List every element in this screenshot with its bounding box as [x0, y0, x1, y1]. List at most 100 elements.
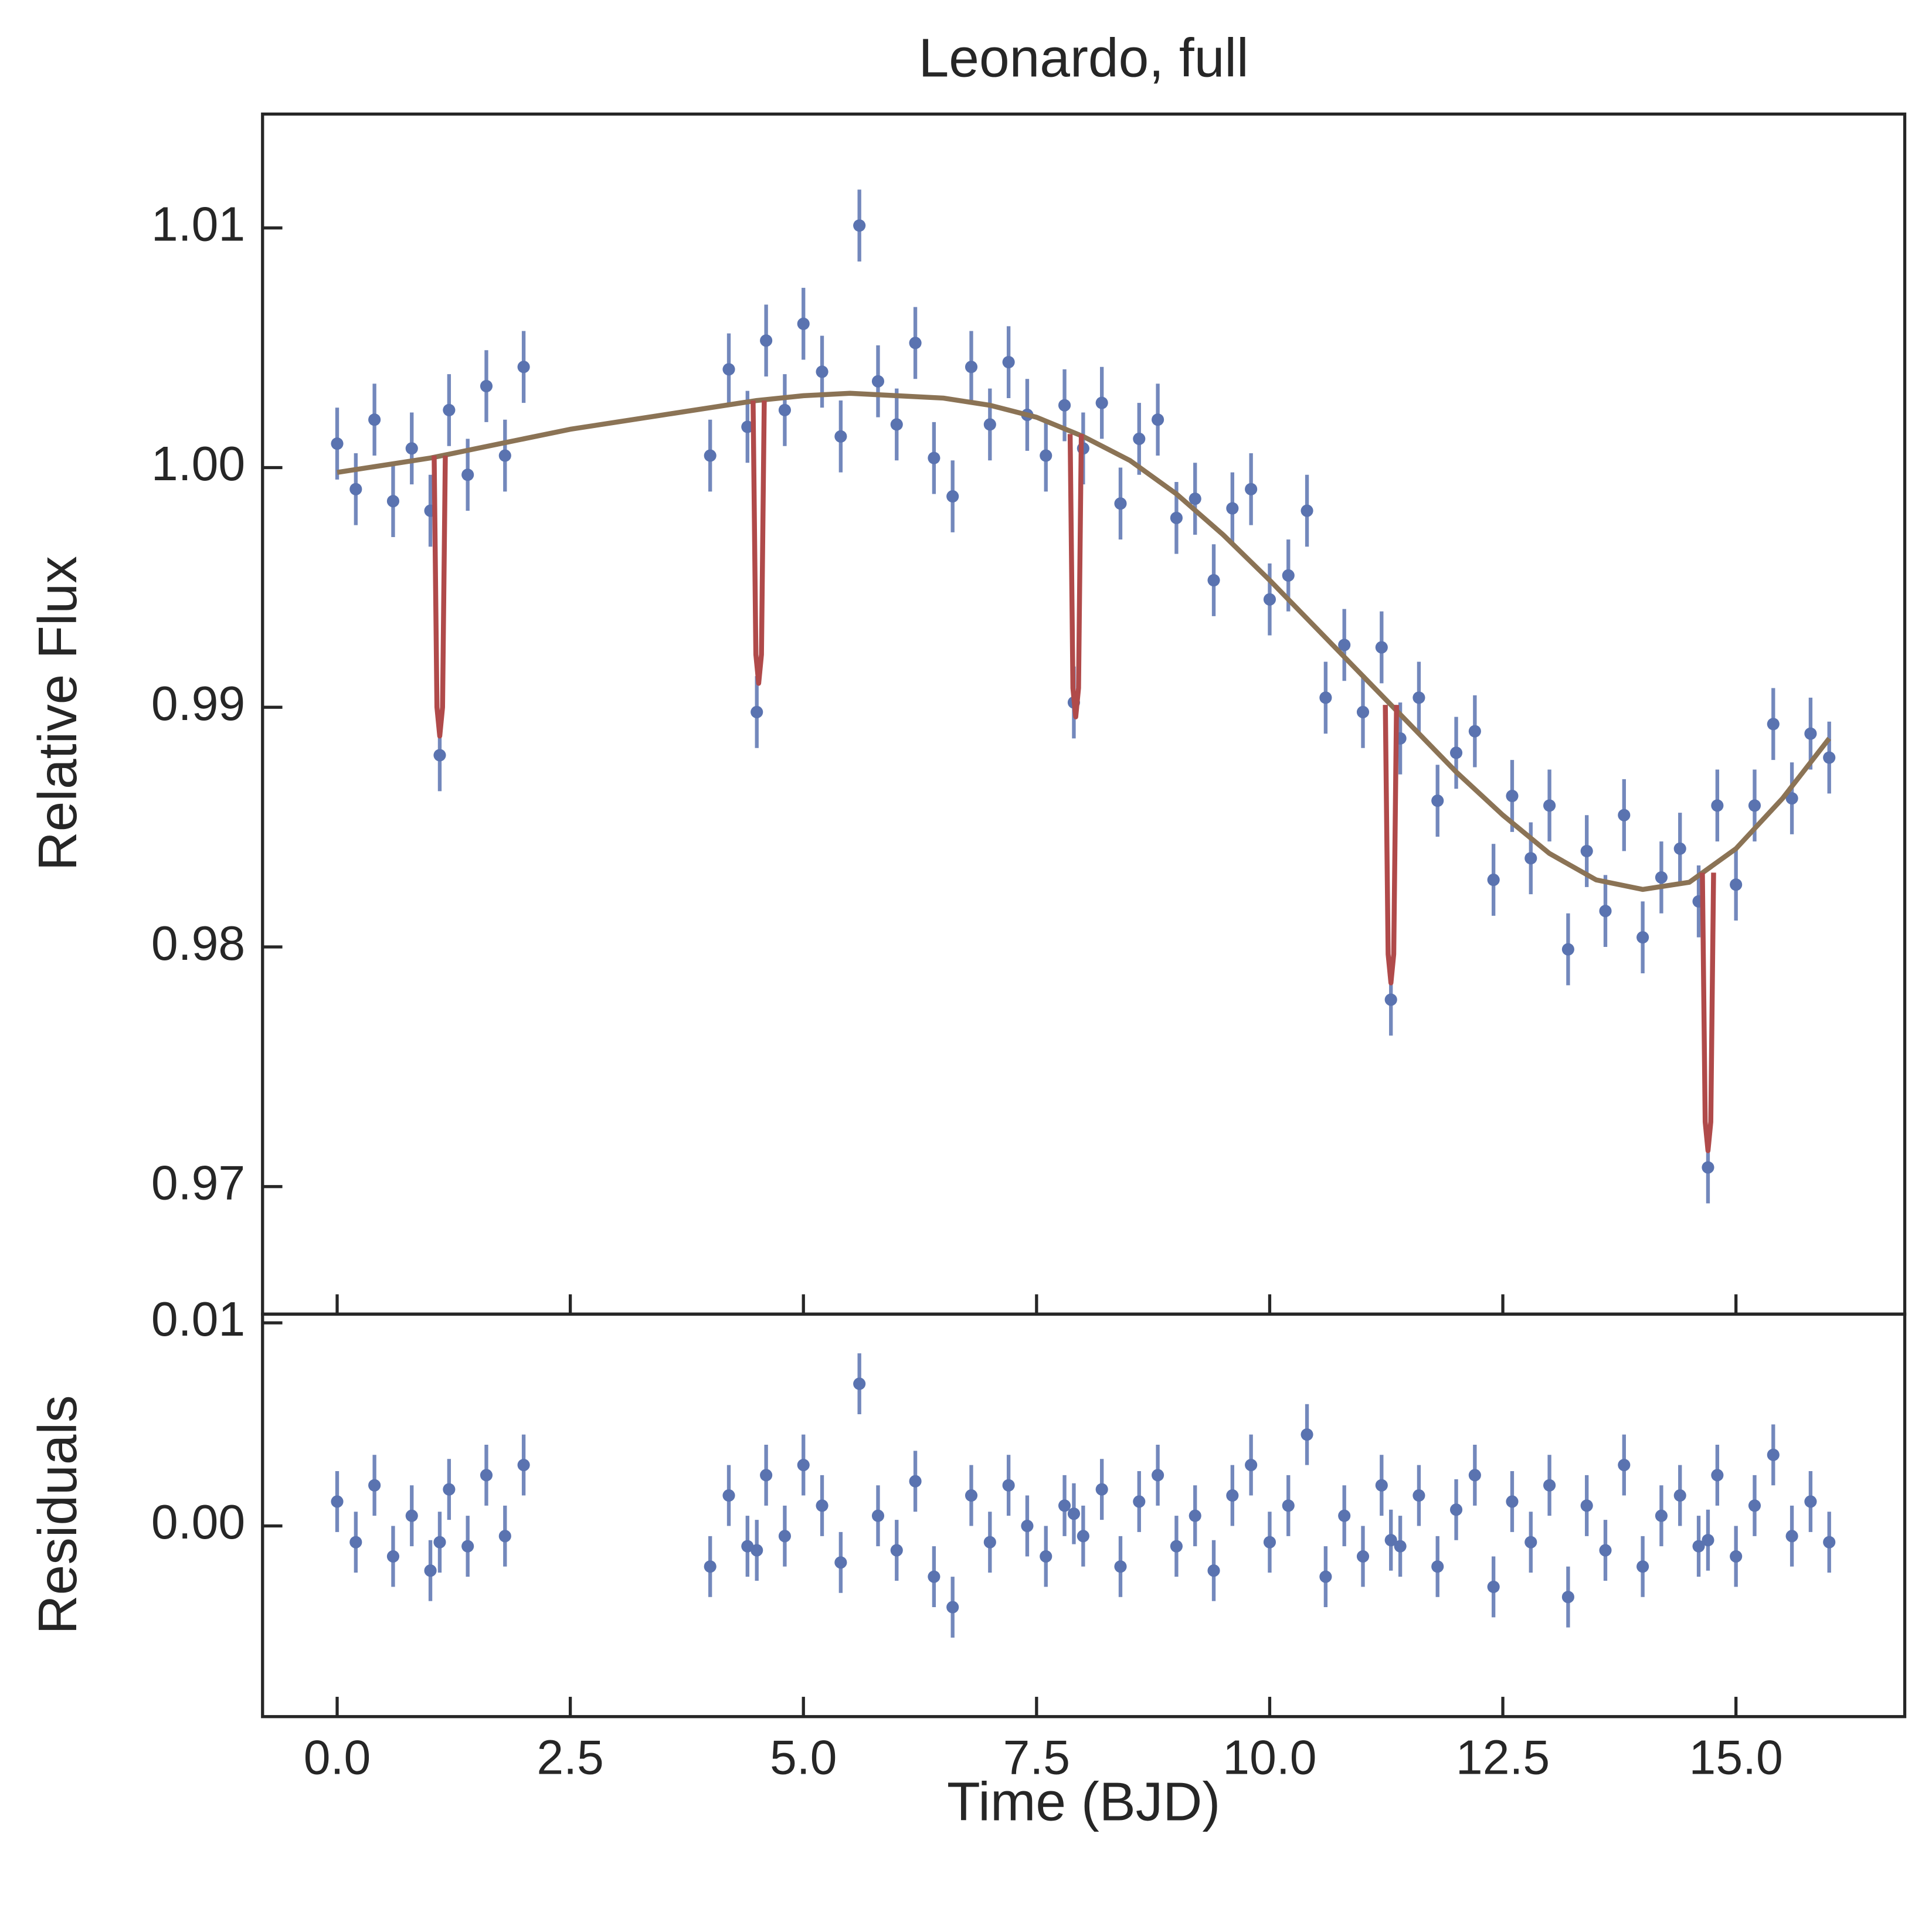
data-point	[1338, 1509, 1351, 1522]
data-point	[1431, 1560, 1444, 1573]
data-point	[722, 363, 735, 376]
data-point	[946, 1601, 959, 1614]
y-tick-label: 0.97	[151, 1156, 245, 1210]
data-point	[1767, 1448, 1780, 1461]
x-tick-label: 0.0	[304, 1731, 371, 1785]
data-point	[368, 1479, 381, 1492]
plot-area	[331, 1353, 1836, 1638]
data-point	[1767, 718, 1780, 731]
data-point	[1730, 1550, 1743, 1563]
data-point	[498, 1530, 511, 1543]
data-point	[1636, 1560, 1649, 1573]
data-point	[871, 375, 885, 388]
data-point	[778, 1530, 791, 1543]
data-point	[1580, 844, 1593, 858]
data-point	[1823, 751, 1836, 764]
data-point	[704, 1560, 717, 1573]
data-point	[983, 418, 996, 431]
data-point	[1002, 1479, 1015, 1492]
data-point	[1282, 569, 1295, 582]
data-point	[1384, 1534, 1397, 1547]
data-point	[928, 451, 940, 464]
data-point	[443, 403, 456, 416]
data-point	[1058, 1499, 1071, 1512]
data-point	[1543, 799, 1556, 812]
x-tick-label: 15.0	[1689, 1731, 1783, 1785]
data-point	[778, 403, 791, 416]
x-tick-label: 7.5	[1003, 1731, 1071, 1785]
data-point	[1711, 799, 1724, 812]
data-point	[480, 1469, 493, 1482]
data-point	[1245, 1459, 1258, 1472]
data-point	[1384, 993, 1397, 1006]
data-point	[349, 483, 362, 495]
data-point	[1785, 1530, 1798, 1543]
data-point	[1468, 1469, 1481, 1482]
data-point	[424, 1564, 437, 1577]
data-point	[1748, 1499, 1761, 1512]
data-point	[443, 1483, 456, 1496]
data-point	[433, 749, 446, 762]
data-point	[1338, 639, 1351, 651]
data-point	[1040, 1550, 1052, 1563]
data-point	[1133, 432, 1146, 445]
data-point	[834, 1556, 847, 1569]
data-point	[1748, 799, 1761, 812]
data-point	[1673, 842, 1686, 855]
data-point	[1449, 1503, 1463, 1516]
model-line	[432, 400, 1716, 1153]
data-point	[461, 1540, 474, 1553]
data-point	[1823, 1536, 1836, 1549]
y-axis-label: Residuals	[27, 1395, 88, 1634]
data-point	[1207, 1564, 1220, 1577]
data-point	[405, 442, 418, 455]
data-point	[741, 420, 754, 433]
data-point	[1730, 878, 1743, 891]
data-point	[816, 1499, 829, 1512]
data-point	[480, 379, 493, 393]
data-point	[909, 1475, 922, 1488]
data-point	[965, 1489, 978, 1502]
data-point	[1636, 931, 1649, 944]
data-point	[965, 361, 978, 373]
data-point	[517, 1459, 530, 1472]
data-point	[1189, 1509, 1201, 1522]
data-point	[1170, 511, 1183, 524]
data-point	[1207, 574, 1220, 587]
data-point	[405, 1509, 418, 1522]
data-point	[871, 1509, 885, 1522]
chart-title: Leonardo, full	[919, 27, 1249, 88]
data-point	[1067, 1507, 1081, 1520]
data-point	[1375, 641, 1388, 654]
data-point	[1040, 449, 1052, 462]
data-point	[1301, 1428, 1313, 1441]
data-point	[1431, 794, 1444, 807]
y-tick-label: 0.01	[151, 1292, 245, 1346]
y-tick-label: 1.01	[151, 197, 245, 251]
data-point	[890, 1544, 903, 1557]
data-point	[1095, 396, 1108, 409]
x-tick-label: 10.0	[1223, 1731, 1316, 1785]
data-point	[1413, 691, 1425, 704]
data-point	[1301, 504, 1313, 517]
data-point	[1655, 871, 1668, 884]
data-point	[1524, 1536, 1537, 1549]
data-point	[797, 317, 810, 330]
data-point	[1468, 725, 1481, 738]
x-tick-label: 12.5	[1456, 1731, 1550, 1785]
data-point	[704, 449, 717, 462]
data-point	[1413, 1489, 1425, 1502]
data-point	[1524, 852, 1537, 865]
data-point	[1114, 497, 1127, 510]
data-point	[331, 437, 344, 450]
data-point	[1618, 1459, 1631, 1472]
data-point	[1506, 789, 1519, 803]
data-point	[1263, 593, 1276, 606]
data-point	[1245, 483, 1258, 495]
data-point	[1282, 1499, 1295, 1512]
data-point	[1356, 1550, 1370, 1563]
x-axis-label: Time (BJD)	[947, 1771, 1220, 1832]
data-point	[853, 1377, 866, 1390]
